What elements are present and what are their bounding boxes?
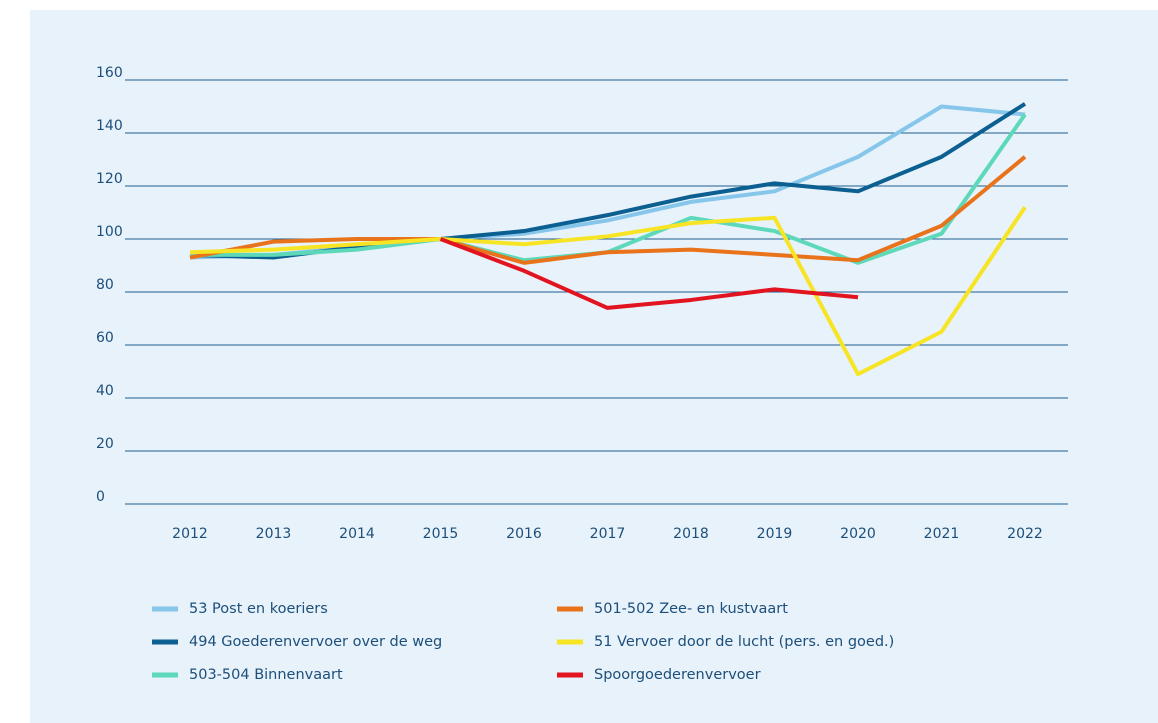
legend-label: 501-502 Zee- en kustvaart (594, 601, 788, 617)
y-tick-label: 100 (96, 224, 123, 240)
x-tick-label: 2015 (423, 526, 459, 542)
y-tick-label: 140 (96, 118, 123, 134)
x-tick-label: 2018 (673, 526, 709, 542)
x-tick-label: 2022 (1007, 526, 1043, 542)
series-line (189, 155, 1027, 265)
y-tick-label: 20 (96, 436, 114, 452)
chart-panel (30, 10, 1158, 723)
series-line (439, 237, 859, 310)
x-tick-label: 2020 (840, 526, 876, 542)
x-tick-label: 2013 (256, 526, 292, 542)
x-tick-label: 2012 (172, 526, 208, 542)
y-tick-label: 160 (96, 65, 123, 81)
y-tick-label: 60 (96, 330, 114, 346)
x-tick-label: 2014 (339, 526, 375, 542)
legend-label: 503-504 Binnenvaart (189, 667, 343, 683)
y-tick-label: 80 (96, 277, 114, 293)
x-tick-label: 2016 (506, 526, 542, 542)
x-tick-label: 2021 (924, 526, 960, 542)
y-tick-label: 0 (96, 489, 105, 505)
legend-label: 53 Post en koeriers (189, 601, 328, 617)
x-tick-label: 2017 (590, 526, 626, 542)
y-tick-label: 40 (96, 383, 114, 399)
legend-label: 494 Goederenvervoer over de weg (189, 634, 442, 650)
legend-label: Spoorgoederenvervoer (594, 667, 761, 683)
y-tick-label: 120 (96, 171, 123, 187)
legend-label: 51 Vervoer door de lucht (pers. en goed.… (594, 634, 894, 650)
legend: 53 Post en koeriers 494 Goederenvervoer o… (152, 601, 894, 683)
x-tick-label: 2019 (757, 526, 793, 542)
series-line (189, 206, 1027, 377)
